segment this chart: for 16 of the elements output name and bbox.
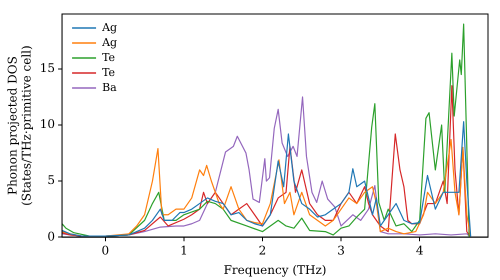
y-tick-label: 10 [40,117,56,132]
y-tick-label: 0 [47,229,56,244]
legend-label: Ba [102,80,118,94]
legend-label: Ag [101,36,118,49]
legend-label: Ag [101,20,118,34]
legend-label: Te [102,66,116,79]
y-tick-label: 15 [40,61,56,76]
y-tick-label: 5 [47,173,56,188]
legend-label: Te [102,50,116,64]
x-tick-label: 0 [101,244,110,258]
x-axis-title: Frequency (THz) [224,262,326,277]
x-tick-label: 2 [258,244,266,258]
x-tick-label: 4 [416,244,424,258]
y-axis-title: Phonon projected DOS (States/THz·primitive cell) [5,45,34,206]
x-tick-label: 3 [337,244,345,258]
x-tick-label: 1 [180,244,188,258]
